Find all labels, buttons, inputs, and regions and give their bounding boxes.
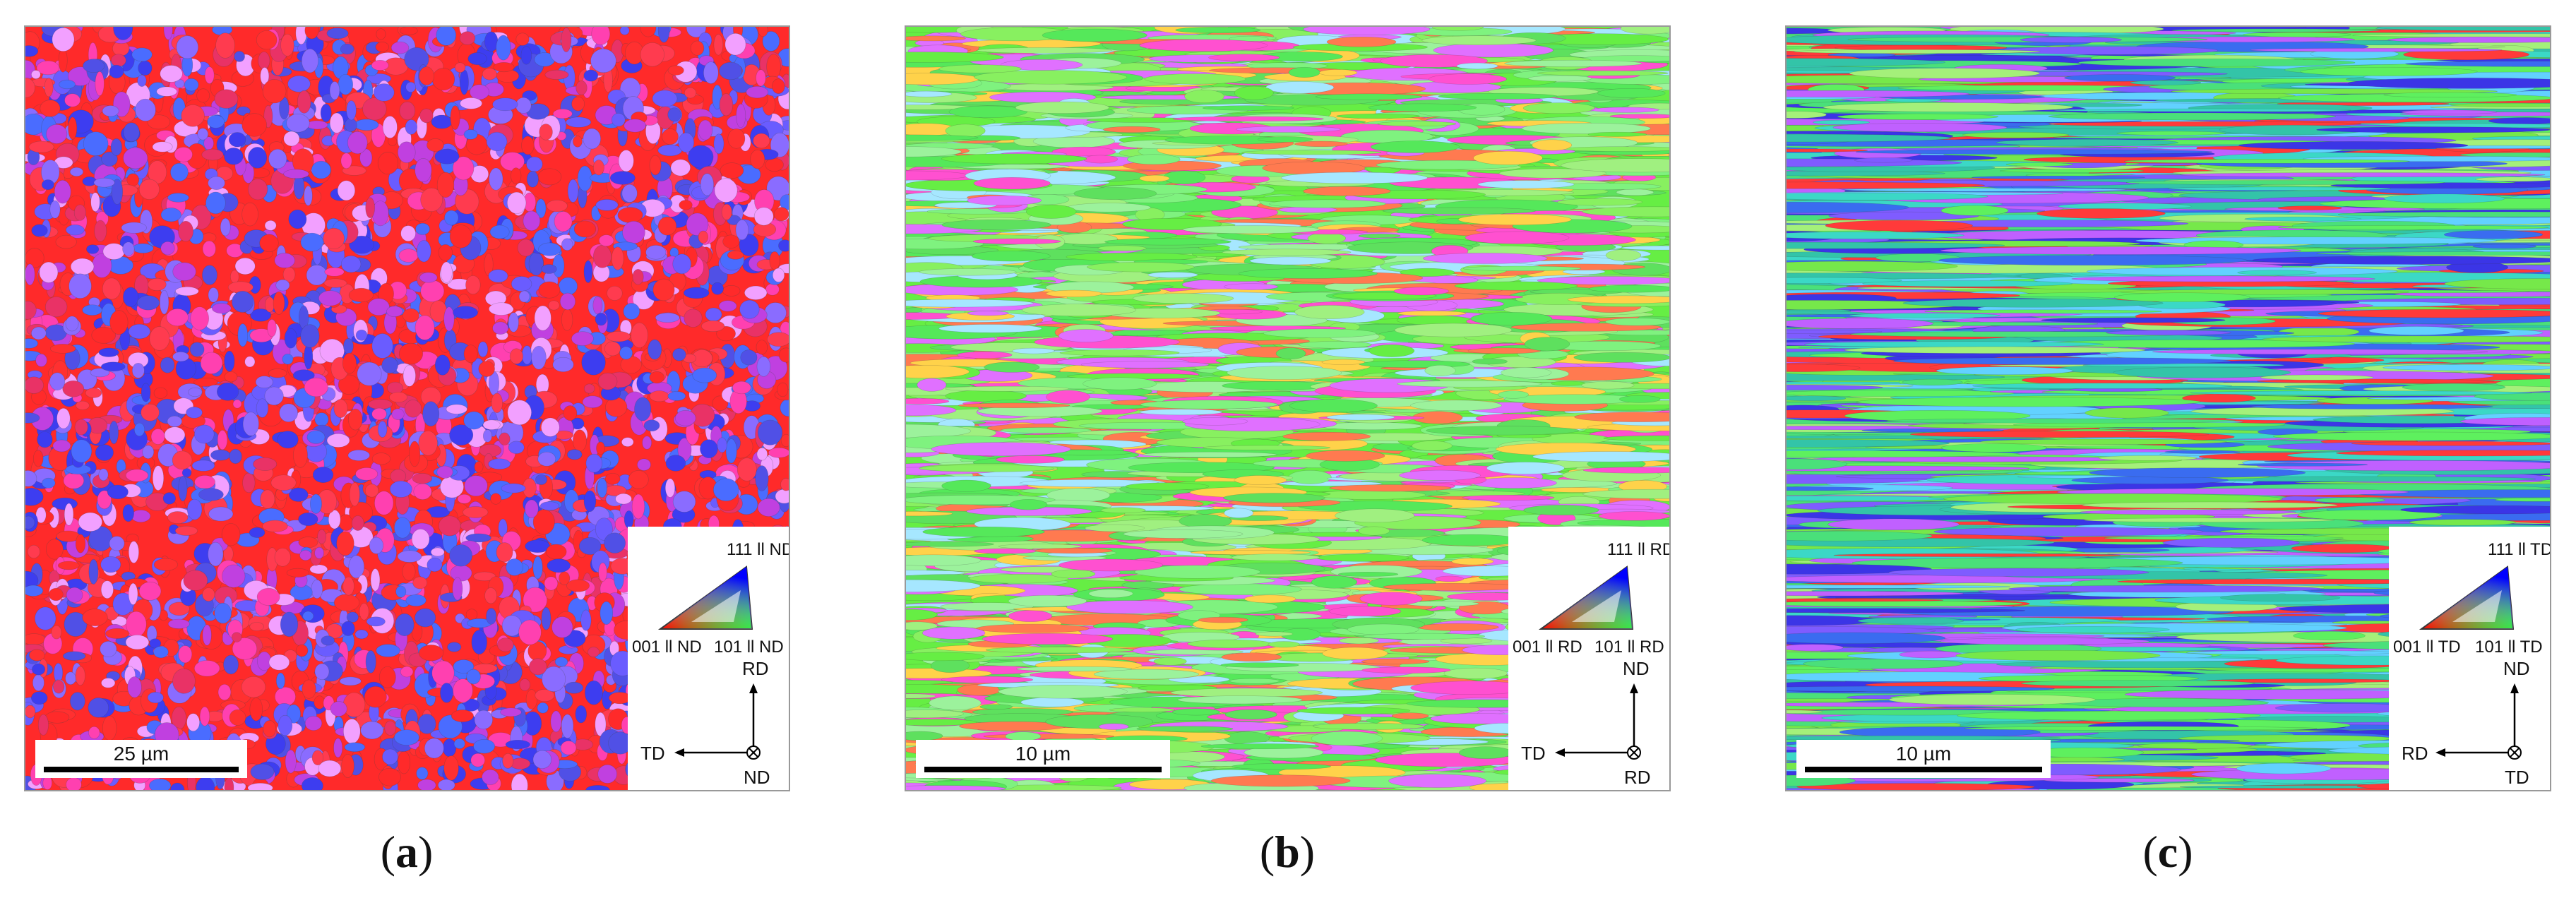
orientation-map-c	[1787, 27, 2550, 790]
axis-up-arrow-c	[2510, 683, 2519, 693]
axis-center-label-b: RD	[1624, 767, 1651, 788]
scale-bar-a: 25 µm	[35, 740, 247, 778]
caption-letter-a: a	[395, 827, 418, 877]
caption-b: (b)	[1259, 827, 1316, 877]
caption-c: (c)	[2142, 827, 2193, 877]
axis-center-label-c: TD	[2505, 767, 2529, 788]
caption-letter-b: b	[1275, 827, 1300, 877]
axis-left-label-b: TD	[1521, 743, 1546, 764]
axis-up-arrow-b	[1630, 683, 1638, 693]
legend-top-label-a: 111 ll ND	[727, 540, 789, 559]
ipf-legend-a: 111 ll ND 001 ll ND 101 ll ND RD TD ND	[628, 527, 789, 790]
legend-left-label-b: 001 ll RD	[1513, 637, 1582, 657]
caption-letter-c: c	[2157, 827, 2178, 877]
scale-bar-label-b: 10 µm	[1015, 743, 1071, 765]
ebsd-map-panel-a: 25 µm 111 ll ND 001 ll ND 101 ll ND	[24, 25, 790, 791]
legend-top-label-c: 111 ll TD	[2488, 540, 2550, 559]
legend-top-label-b: 111 ll RD	[1607, 540, 1669, 559]
axis-up-arrow-a	[749, 683, 758, 693]
caption-a: (a)	[380, 827, 434, 877]
ebsd-map-panel-b: 10 µm 111 ll RD 001 ll RD 101 ll RD	[905, 25, 1671, 791]
legend-left-label-c: 001 ll TD	[2393, 637, 2461, 657]
axis-center-label-a: ND	[744, 767, 770, 788]
scale-bar-line-b	[924, 767, 1162, 772]
axis-up-label-a: RD	[742, 658, 769, 679]
scale-bar-c: 10 µm	[1796, 740, 2051, 778]
scale-bar-line-c	[1805, 767, 2042, 772]
legend-right-label-b: 101 ll RD	[1594, 637, 1664, 657]
legend-right-label-a: 101 ll ND	[714, 637, 784, 657]
ipf-legend-c: 111 ll TD 001 ll TD 101 ll TD ND RD TD	[2389, 527, 2550, 790]
axis-left-arrow-b	[1555, 748, 1565, 757]
legend-left-label-a: 001 ll ND	[632, 637, 702, 657]
scale-bar-b: 10 µm	[916, 740, 1170, 778]
axis-up-label-c: ND	[2503, 658, 2530, 679]
axis-left-arrow-a	[674, 748, 684, 757]
axis-left-arrow-c	[2435, 748, 2445, 757]
ipf-legend-b: 111 ll RD 001 ll RD 101 ll RD ND TD RD	[1508, 527, 1669, 790]
axis-up-label-b: ND	[1623, 658, 1650, 679]
axis-left-label-c: RD	[2402, 743, 2428, 764]
axis-left-label-a: TD	[640, 743, 665, 764]
scale-bar-label-a: 25 µm	[113, 743, 169, 765]
ebsd-map-panel-c: 10 µm 111 ll TD 001 ll TD 101 ll TD	[1785, 25, 2551, 791]
scale-bar-line-a	[44, 767, 239, 772]
scale-bar-label-c: 10 µm	[1895, 743, 1952, 765]
legend-right-label-c: 101 ll TD	[2475, 637, 2543, 657]
